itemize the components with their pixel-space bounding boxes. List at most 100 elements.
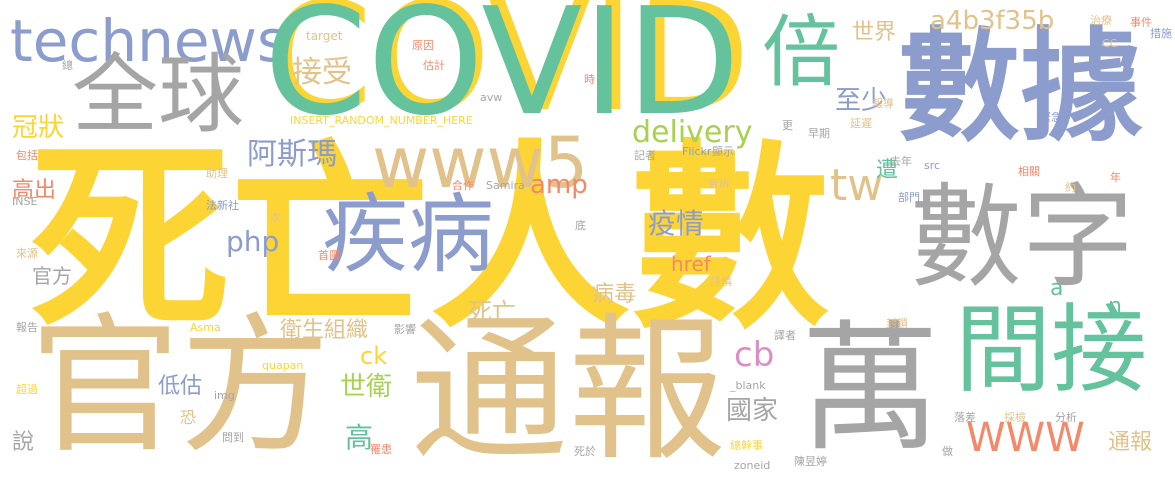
word-shijian: 事件: [1130, 16, 1152, 29]
word-yiqing: 疫情: [648, 207, 705, 240]
word-caijian: 採檢: [1004, 411, 1026, 424]
word-jibing: 疾病: [322, 185, 494, 285]
word-php: php: [226, 225, 280, 258]
word-gaochu: 高出: [12, 178, 57, 203]
word-baogao: 報告: [16, 321, 38, 334]
word-yue: 約: [1065, 181, 1076, 194]
word-insert-random: INSERT_RANDOM_NUMBER_HERE: [290, 114, 473, 127]
word-shi: 時: [584, 73, 595, 86]
word-n: n: [1108, 294, 1122, 319]
word-baokuo: 包括: [16, 149, 38, 162]
word-covid-green: COVID: [264, 0, 741, 148]
word-yingxiang: 影響: [394, 323, 416, 336]
word-guanfang-big: 官方: [30, 300, 331, 474]
word-href: href: [671, 252, 711, 276]
word-tongbao-big: 通報: [410, 299, 726, 482]
word-target: target: [306, 29, 343, 43]
word-delivery: delivery: [632, 115, 753, 150]
word-samira: Samira: [486, 179, 525, 192]
word-zhiliao: 治療: [1090, 14, 1112, 27]
word-xianshi: 顯示: [712, 145, 734, 158]
word-covid-yellow: COVID: [268, 0, 751, 145]
word-cc: CC: [1102, 37, 1118, 50]
word-fengsuo: 封鎖: [886, 317, 908, 330]
word-lihuan: 罹患: [370, 443, 392, 456]
word-bingdu: 病毒: [592, 282, 637, 307]
word-weisheng-zuzhi: 衛生組織: [280, 318, 369, 343]
word-guji: 估計: [423, 59, 445, 72]
word-shijie: 世界: [852, 20, 897, 45]
word-hezuo: 合作: [452, 179, 474, 192]
word-xiangguan: 相關: [1018, 165, 1040, 178]
word-chenyuting: 陳昱婷: [794, 455, 827, 468]
word-zaoqi: 早期: [808, 127, 830, 140]
word-zhuli: 助理: [206, 167, 228, 180]
word-tw: tw: [830, 160, 884, 211]
word-yuanyin: 原因: [412, 39, 434, 52]
word-shuju: 數據: [898, 16, 1142, 158]
word-zong: 總: [62, 59, 73, 72]
word-zongganshi: 總幹事: [730, 439, 763, 452]
word-guojia: 國家: [726, 396, 779, 426]
word-bumen: 部門: [898, 191, 920, 204]
word-faxinshe: 法新社: [206, 199, 239, 212]
word-siyu: 死於: [574, 445, 596, 458]
word-technews: technews: [10, 7, 288, 75]
word-a: a: [1050, 276, 1064, 301]
word-shoutu: 首圖: [318, 249, 340, 262]
word-zao: 遭: [876, 158, 899, 183]
word-tongbao-small: 通報: [1108, 430, 1153, 455]
word-nian: 年: [1110, 171, 1121, 184]
word-baodao: 報導: [872, 97, 894, 110]
word-luocha: 落差: [954, 411, 976, 424]
word-zuo: 做: [942, 445, 953, 458]
word-yanchi: 延遲: [850, 117, 872, 130]
word-asma: Asma: [190, 321, 221, 334]
word-shuo: 說: [12, 430, 35, 455]
word-avw: avw: [480, 91, 503, 104]
word-ci: 次: [270, 211, 281, 224]
word-gaosu: 告訴: [708, 177, 730, 190]
word-kong: 恐: [180, 408, 197, 427]
word-di: 底: [575, 219, 586, 232]
word-jinshen: 謹慎: [710, 275, 732, 288]
word-cuoshi: 措施: [1150, 27, 1172, 40]
word-ck: ck: [360, 342, 388, 370]
word-jinji: 緊急: [1040, 111, 1062, 124]
word-jizhe: 記者: [634, 149, 656, 162]
word-jieshou: 接受: [292, 55, 352, 90]
word-geng: 更: [782, 119, 793, 132]
word-src: src: [924, 159, 941, 172]
word-wendao: 問到: [222, 431, 244, 444]
word-digu: 低估: [158, 374, 203, 399]
word-zoneid: zoneid: [734, 459, 771, 472]
word-laiyuan: 來源: [16, 247, 38, 260]
word-zhishao: 至少: [835, 86, 888, 116]
word-qunian: 去年: [890, 155, 912, 168]
word-siwang-renshu: 死亡人數: [30, 123, 831, 356]
word-flickr: Flickr: [682, 145, 712, 158]
word-guanfang-small: 官方: [32, 264, 72, 288]
word-inse: INSE: [12, 195, 38, 208]
word-guanzhuang: 冠狀: [12, 113, 65, 143]
word-quapan: quapan: [262, 359, 304, 372]
word-shiwei: 世衛: [340, 372, 393, 402]
word-chaoguo: 超過: [16, 383, 38, 396]
word-www-orange: WWW: [966, 415, 1085, 461]
word-quanqiu: 全球: [72, 45, 244, 145]
word-siwang-small: 死亡: [468, 298, 516, 326]
word-fenxi: 分析: [1055, 411, 1077, 424]
word-jianjie: 間接: [955, 294, 1147, 406]
word-www5: www5: [372, 122, 589, 204]
word-yizhe: 譯者: [774, 329, 796, 342]
word-blank: _blank: [730, 379, 766, 392]
word-gao: 高: [345, 421, 374, 454]
word-cb: cb: [734, 335, 775, 375]
word-amp: amp: [530, 170, 588, 200]
word-a4b3f35b: a4b3f35b: [930, 6, 1055, 36]
word-shuzi: 數字: [910, 173, 1134, 303]
word-img: img: [214, 389, 235, 402]
word-asima: 阿斯瑪: [247, 137, 337, 172]
word-wan: 萬: [800, 308, 941, 471]
